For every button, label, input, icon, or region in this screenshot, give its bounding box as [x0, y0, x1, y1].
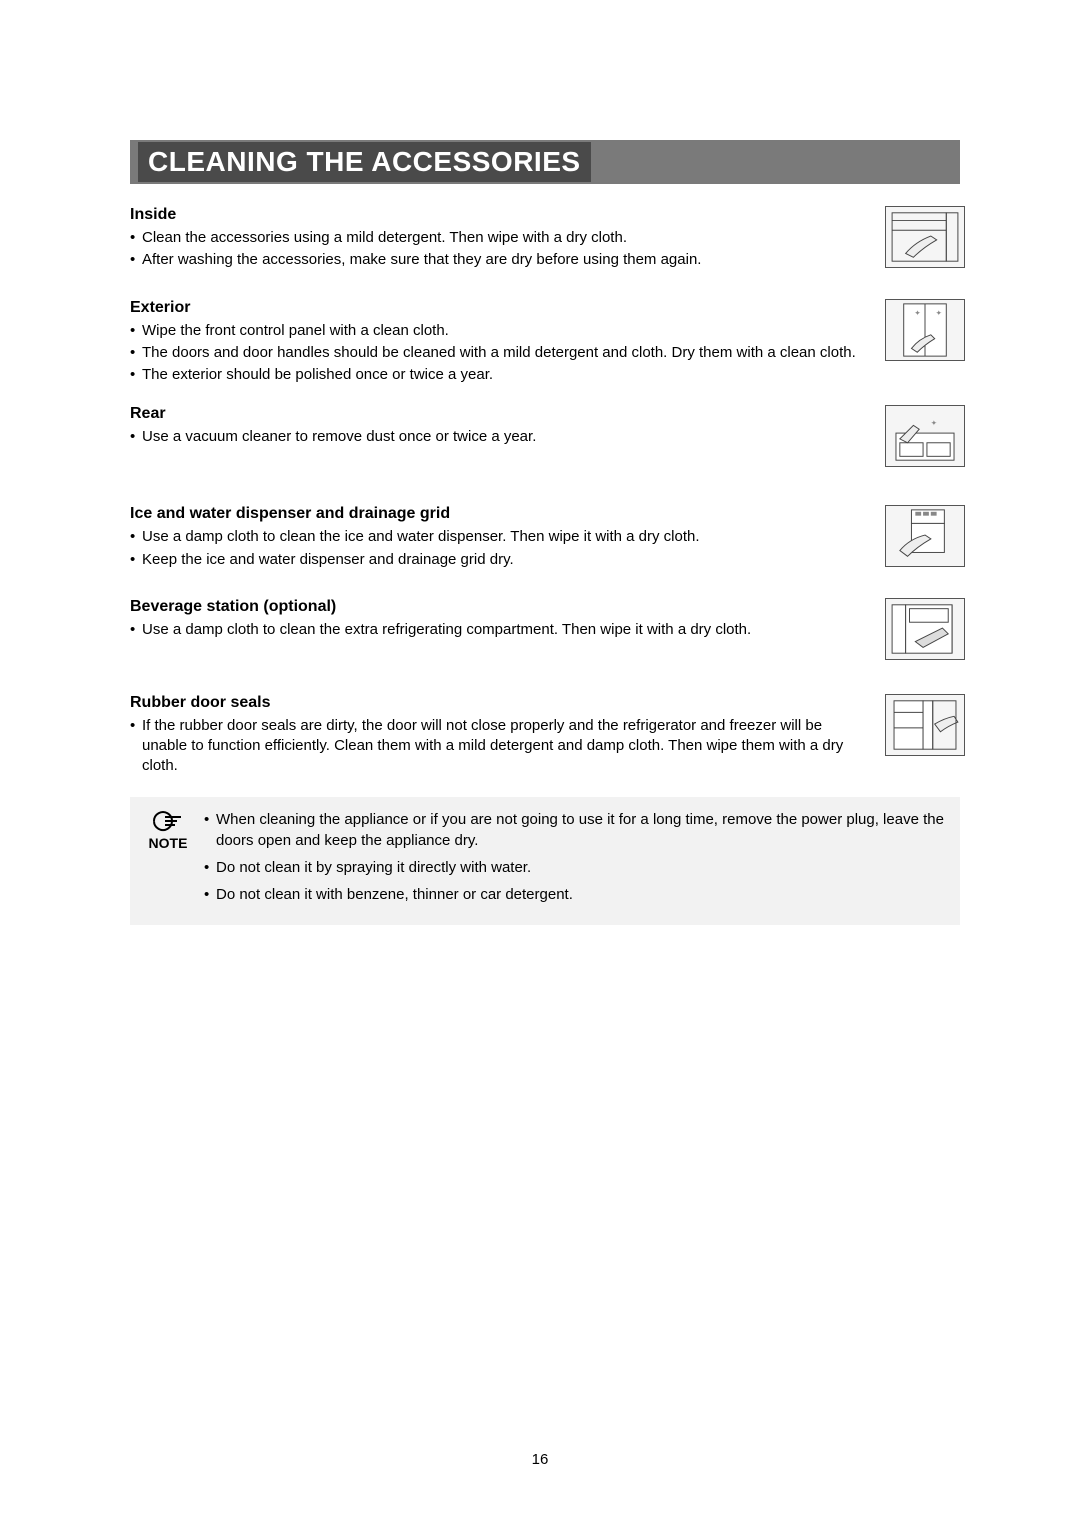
- section-heading: Beverage station (optional): [130, 598, 865, 616]
- note-icon: [151, 809, 185, 833]
- note-left: NOTE: [140, 809, 196, 911]
- list-item: Do not clean it with benzene, thinner or…: [204, 884, 944, 905]
- section-heading: Inside: [130, 206, 865, 224]
- bullet-list: Use a damp cloth to clean the ice and wa…: [130, 527, 865, 570]
- list-item: Use a damp cloth to clean the ice and wa…: [130, 527, 865, 547]
- svg-text:✦: ✦: [936, 308, 943, 317]
- svg-text:✦: ✦: [931, 419, 938, 428]
- illustration-seals: [885, 694, 965, 756]
- illustration-beverage: [885, 598, 965, 660]
- manual-page: CLEANING THE ACCESSORIES Inside Clean th…: [0, 0, 1080, 925]
- list-item: Use a vacuum cleaner to remove dust once…: [130, 427, 865, 447]
- list-item: Keep the ice and water dispenser and dra…: [130, 550, 865, 570]
- section-text: Rear Use a vacuum cleaner to remove dust…: [130, 405, 885, 467]
- page-title: CLEANING THE ACCESSORIES: [138, 142, 591, 182]
- bullet-list: If the rubber door seals are dirty, the …: [130, 716, 865, 777]
- page-number: 16: [0, 1451, 1080, 1468]
- bullet-list: Clean the accessories using a mild deter…: [130, 228, 865, 271]
- list-item: The exterior should be polished once or …: [130, 365, 865, 385]
- section-exterior: Exterior Wipe the front control panel wi…: [130, 299, 965, 388]
- list-item: The doors and door handles should be cle…: [130, 343, 865, 363]
- illustration-dispenser: [885, 505, 965, 567]
- note-list: When cleaning the appliance or if you ar…: [204, 809, 944, 905]
- section-text: Ice and water dispenser and drainage gri…: [130, 505, 885, 572]
- bullet-list: Use a vacuum cleaner to remove dust once…: [130, 427, 865, 447]
- section-seals: Rubber door seals If the rubber door sea…: [130, 694, 965, 779]
- illustration-exterior: ✦✦: [885, 299, 965, 361]
- list-item: After washing the accessories, make sure…: [130, 250, 865, 270]
- note-label: NOTE: [140, 835, 196, 851]
- section-rear: Rear Use a vacuum cleaner to remove dust…: [130, 405, 965, 467]
- section-heading: Ice and water dispenser and drainage gri…: [130, 505, 865, 523]
- illustration-rear: ✦: [885, 405, 965, 467]
- bullet-list: Wipe the front control panel with a clea…: [130, 321, 865, 386]
- list-item: Use a damp cloth to clean the extra refr…: [130, 620, 865, 640]
- section-text: Rubber door seals If the rubber door sea…: [130, 694, 885, 779]
- section-beverage: Beverage station (optional) Use a damp c…: [130, 598, 965, 660]
- section-heading: Rubber door seals: [130, 694, 865, 712]
- section-text: Beverage station (optional) Use a damp c…: [130, 598, 885, 660]
- title-bar: CLEANING THE ACCESSORIES: [130, 140, 960, 184]
- list-item: Do not clean it by spraying it directly …: [204, 857, 944, 878]
- illustration-inside: [885, 206, 965, 268]
- section-inside: Inside Clean the accessories using a mil…: [130, 206, 965, 273]
- svg-text:✦: ✦: [914, 308, 921, 317]
- section-heading: Rear: [130, 405, 865, 423]
- list-item: When cleaning the appliance or if you ar…: [204, 809, 944, 851]
- list-item: Clean the accessories using a mild deter…: [130, 228, 865, 248]
- bullet-list: Use a damp cloth to clean the extra refr…: [130, 620, 865, 640]
- list-item: If the rubber door seals are dirty, the …: [130, 716, 865, 777]
- section-text: Inside Clean the accessories using a mil…: [130, 206, 885, 273]
- section-heading: Exterior: [130, 299, 865, 317]
- section-dispenser: Ice and water dispenser and drainage gri…: [130, 505, 965, 572]
- note-body: When cleaning the appliance or if you ar…: [196, 809, 944, 911]
- note-box: NOTE When cleaning the appliance or if y…: [130, 797, 960, 925]
- list-item: Wipe the front control panel with a clea…: [130, 321, 865, 341]
- section-text: Exterior Wipe the front control panel wi…: [130, 299, 885, 388]
